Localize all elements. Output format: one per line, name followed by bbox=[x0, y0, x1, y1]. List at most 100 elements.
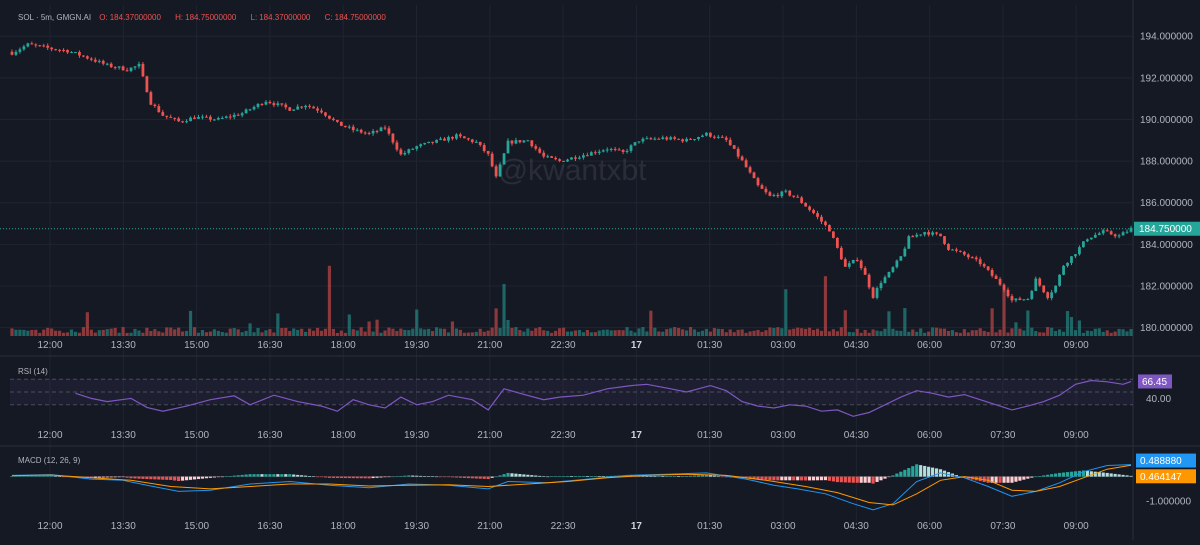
candle-body bbox=[113, 67, 117, 69]
volume-bar bbox=[788, 329, 792, 336]
macd-histogram-bar bbox=[391, 476, 395, 478]
volume-bar bbox=[268, 329, 272, 336]
candle-body bbox=[1030, 290, 1034, 299]
candle-body bbox=[201, 116, 204, 118]
candle-body bbox=[705, 132, 708, 136]
candle-body bbox=[832, 231, 835, 238]
macd-histogram-bar bbox=[61, 476, 66, 478]
candle-body bbox=[554, 157, 558, 160]
macd-histogram-bar bbox=[919, 465, 923, 477]
macd-histogram-bar bbox=[204, 476, 209, 479]
candle-body bbox=[792, 195, 796, 197]
volume-bar bbox=[105, 329, 109, 336]
candle-body bbox=[855, 259, 859, 261]
rsi-title: RSI (14) bbox=[18, 367, 48, 376]
time-tick-label: 04:30 bbox=[844, 430, 869, 441]
candle-body bbox=[109, 63, 113, 68]
macd-histogram-bar bbox=[530, 475, 534, 477]
candle-body bbox=[1113, 234, 1117, 237]
macd-histogram-bar bbox=[558, 476, 562, 477]
volume-bar bbox=[609, 330, 613, 336]
volume-bar bbox=[835, 331, 839, 336]
candle-body bbox=[328, 115, 331, 119]
macd-histogram-bar bbox=[498, 475, 502, 477]
volume-bar bbox=[196, 332, 201, 336]
candle-body bbox=[994, 275, 998, 280]
volume-bar bbox=[931, 327, 935, 336]
rsi-line bbox=[75, 379, 1132, 417]
candle-body bbox=[312, 106, 315, 109]
volume-bar bbox=[73, 331, 78, 336]
candle-body bbox=[752, 172, 756, 179]
candle-body bbox=[383, 127, 387, 129]
macd-histogram-bar bbox=[264, 474, 268, 477]
macd-histogram-bar bbox=[411, 475, 415, 477]
candle-body bbox=[923, 232, 927, 235]
time-tick-label: 09:00 bbox=[1064, 430, 1089, 441]
macd-histogram-bar bbox=[105, 476, 109, 478]
volume-bar bbox=[61, 332, 66, 336]
candle-body bbox=[78, 52, 81, 56]
volume-bar bbox=[990, 308, 994, 336]
candle-body bbox=[609, 148, 613, 150]
candle-body bbox=[891, 267, 895, 273]
macd-histogram-bar bbox=[855, 476, 859, 483]
candle-body bbox=[871, 287, 875, 298]
volume-bar bbox=[256, 327, 260, 336]
macd-histogram-bar bbox=[887, 476, 891, 478]
macd-histogram-bar bbox=[216, 476, 220, 478]
volume-bar bbox=[585, 330, 589, 336]
candle-body bbox=[1058, 274, 1061, 286]
candle-body bbox=[978, 259, 982, 265]
candle-body bbox=[808, 206, 811, 210]
macd-histogram-bar bbox=[145, 476, 149, 480]
candle-body bbox=[304, 105, 308, 108]
candle-body bbox=[486, 151, 490, 154]
macd-histogram-bar bbox=[14, 476, 18, 477]
candle-body bbox=[411, 148, 415, 150]
candle-body bbox=[788, 190, 792, 196]
candle-body bbox=[816, 213, 819, 217]
candle-body bbox=[970, 257, 974, 259]
macd-histogram-bar bbox=[165, 476, 169, 480]
candle-body bbox=[459, 134, 462, 137]
volume-bar bbox=[244, 330, 248, 336]
volume-bar bbox=[978, 328, 982, 336]
volume-bar bbox=[431, 331, 435, 336]
macd-histogram-bar bbox=[133, 476, 137, 479]
candle-body bbox=[70, 52, 73, 54]
candle-body bbox=[669, 137, 673, 140]
candle-body bbox=[653, 138, 657, 140]
macd-histogram-bar bbox=[18, 476, 22, 477]
candle-body bbox=[804, 202, 808, 207]
macd-histogram-bar bbox=[434, 476, 439, 478]
macd-histogram-bar bbox=[1006, 476, 1010, 483]
macd-histogram-bar bbox=[835, 476, 839, 483]
candle-body bbox=[228, 116, 232, 118]
time-tick-label: 07:30 bbox=[990, 521, 1015, 532]
candle-body bbox=[89, 58, 93, 60]
volume-bar bbox=[998, 329, 1002, 336]
macd-histogram-bar bbox=[605, 476, 609, 477]
macd-histogram-bar bbox=[1117, 474, 1121, 477]
candle-body bbox=[300, 106, 304, 108]
candle-body bbox=[260, 103, 264, 105]
time-tick-label: 19:30 bbox=[404, 430, 429, 441]
volume-bar bbox=[934, 327, 939, 336]
macd-histogram-bar bbox=[542, 476, 546, 477]
volume-bar bbox=[462, 332, 466, 336]
macd-histogram-bar bbox=[1002, 476, 1006, 483]
candle-body bbox=[1070, 256, 1073, 263]
macd-histogram-bar bbox=[752, 476, 756, 479]
macd-histogram-bar bbox=[232, 475, 236, 477]
macd-histogram-bar bbox=[224, 476, 228, 477]
macd-histogram-bar bbox=[514, 473, 518, 477]
macd-histogram-bar bbox=[431, 476, 435, 477]
candle-body bbox=[1074, 254, 1077, 257]
macd-histogram-bar bbox=[240, 474, 244, 477]
volume-bar bbox=[474, 331, 478, 336]
candle-body bbox=[415, 146, 419, 149]
